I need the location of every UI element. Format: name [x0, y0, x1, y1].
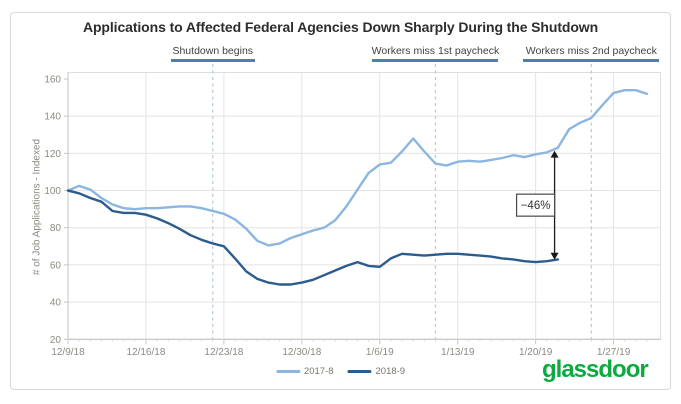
y-axis-title: # of Job Applications - Indexed — [31, 138, 43, 276]
x-tick-label: 1/20/19 — [519, 347, 553, 358]
y-tick-label: 100 — [44, 186, 61, 197]
y-tick-label: 40 — [50, 298, 62, 309]
x-tick-label: 12/23/18 — [204, 347, 243, 358]
event-underline-shutdown-begins — [170, 59, 255, 62]
event-label-miss-1st-paycheck: Workers miss 1st paycheck — [371, 45, 500, 57]
glassdoor-logo: glassdoor — [542, 356, 649, 383]
plot-border — [67, 72, 661, 340]
y-tick-label: 160 — [44, 75, 61, 86]
x-tick-label: 12/16/18 — [126, 347, 165, 358]
chart-legend: 2017-8 2018-9 — [275, 366, 406, 377]
x-tick-label: 12/30/18 — [282, 347, 321, 358]
x-tick-label: 1/27/19 — [597, 347, 631, 358]
event-underline-miss-1st-paycheck — [372, 59, 499, 62]
x-tick-label: 1/13/19 — [441, 347, 475, 358]
x-tick-label: 12/9/18 — [51, 347, 85, 358]
delta-label: −46% — [521, 200, 551, 212]
legend-swatch-2018-9 — [347, 370, 372, 373]
y-tick-label: 20 — [50, 335, 62, 346]
series-line-2018-9 — [66, 189, 560, 286]
series-line-2017-8 — [66, 88, 649, 247]
legend-swatch-2017-8 — [275, 370, 300, 373]
delta-label-box — [515, 193, 556, 217]
chart-card — [10, 12, 671, 390]
x-tick-label: 1/6/19 — [366, 347, 394, 358]
delta-arrow-head-top — [550, 150, 559, 158]
event-label-miss-2nd-paycheck: Workers miss 2nd paycheck — [525, 45, 657, 57]
legend-label-2018-9: 2018-9 — [375, 366, 406, 377]
y-tick-label: 80 — [50, 223, 62, 234]
legend-label-2017-8: 2017-8 — [303, 366, 334, 377]
y-tick-label: 60 — [50, 260, 62, 271]
event-underline-miss-2nd-paycheck — [523, 59, 660, 62]
delta-arrow-head-bottom — [550, 252, 559, 260]
y-tick-label: 140 — [44, 112, 61, 123]
event-label-shutdown-begins: Shutdown begins — [172, 45, 254, 57]
chart-title: Applications to Affected Federal Agencie… — [82, 19, 599, 35]
y-tick-label: 120 — [44, 149, 61, 160]
